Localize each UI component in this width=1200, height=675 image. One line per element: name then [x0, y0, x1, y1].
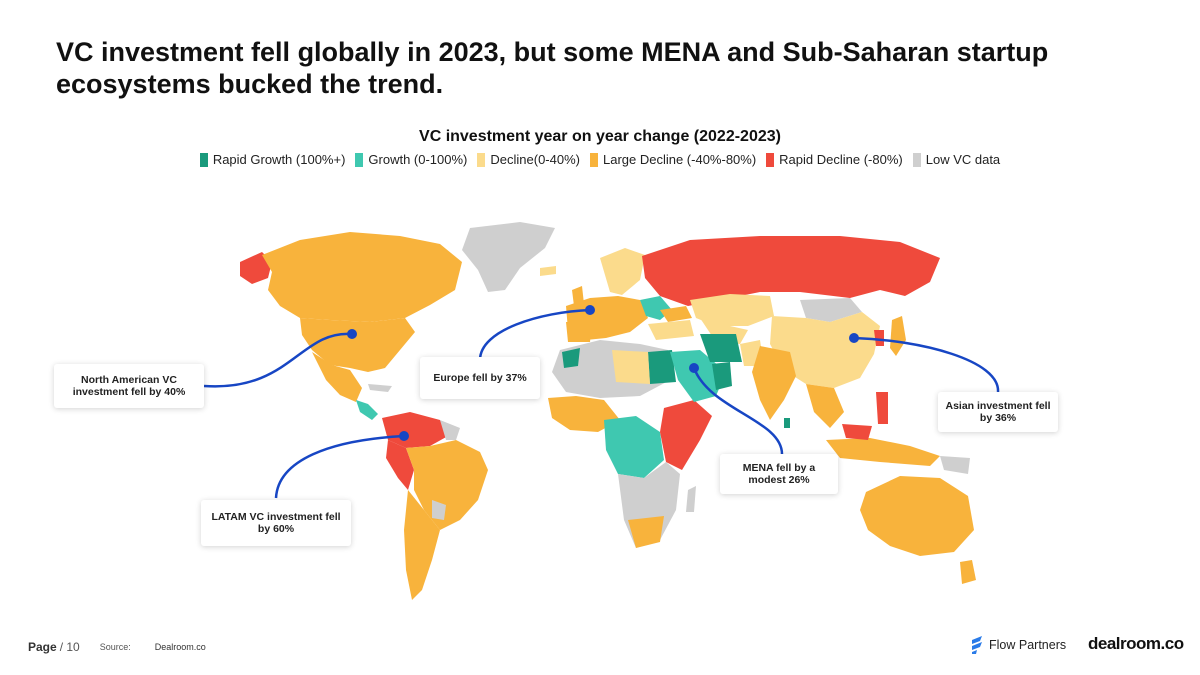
- legend-swatch: [477, 152, 486, 167]
- region-scandinavia: [600, 248, 645, 295]
- marker-north-america: [347, 329, 357, 339]
- legend-label: Rapid Growth (100%+): [212, 152, 346, 167]
- legend-item-rapid-growth: Rapid Growth (100%+): [199, 152, 346, 167]
- callout-latam: LATAM VC investment fell by 60%: [201, 500, 351, 546]
- page-title: VC investment fell globally in 2023, but…: [56, 37, 1049, 99]
- region-paraguay: [432, 500, 446, 520]
- region-alaska: [240, 252, 272, 284]
- region-indonesia: [826, 438, 940, 466]
- legend-item-low-data: Low VC data: [912, 152, 1001, 167]
- region-turkey: [648, 320, 694, 340]
- map-legend: Rapid Growth (100%+) Growth (0-100%) Dec…: [0, 152, 1200, 167]
- region-central-africa: [604, 416, 664, 478]
- region-southern-cone: [404, 490, 440, 600]
- page-number: / 10: [59, 640, 80, 654]
- legend-label: Growth (0-100%): [368, 152, 468, 167]
- region-egypt: [648, 350, 676, 384]
- region-central-america: [356, 400, 378, 420]
- region-caribbean: [368, 384, 392, 392]
- region-ukraine: [660, 306, 692, 322]
- marker-latam: [399, 431, 409, 441]
- dealroom-logo: dealroom.co: [1088, 634, 1184, 653]
- legend-swatch: [766, 152, 775, 167]
- region-morocco: [562, 348, 580, 368]
- region-japan: [890, 316, 906, 356]
- region-west-africa: [548, 396, 620, 432]
- region-madagascar: [686, 486, 696, 512]
- region-greenland: [462, 222, 555, 292]
- legend-item-large-decline: Large Decline (-40%-80%): [589, 152, 757, 167]
- source-label: Source:: [99, 642, 131, 652]
- region-new-zealand: [960, 560, 976, 584]
- source-value: Dealroom.co: [154, 642, 206, 652]
- connector-latam: [274, 434, 405, 499]
- legend-swatch: [912, 152, 921, 167]
- region-libya: [612, 350, 650, 384]
- region-korea: [874, 330, 884, 346]
- legend-item-decline: Decline(0-40%): [477, 152, 580, 167]
- page-label: Page: [28, 640, 57, 654]
- legend-swatch: [355, 152, 364, 167]
- region-brazil: [406, 440, 488, 530]
- region-mongolia: [800, 298, 862, 322]
- region-malaysia: [842, 424, 872, 440]
- legend-item-rapid-decline: Rapid Decline (-80%): [766, 152, 903, 167]
- callout-north-america: North American VC investment fell by 40%: [54, 364, 204, 408]
- region-iceland: [540, 266, 556, 276]
- map-title: VC investment year on year change (2022-…: [419, 128, 781, 145]
- legend-swatch: [199, 152, 208, 167]
- region-usa: [300, 318, 415, 372]
- region-australia: [860, 476, 974, 556]
- region-png: [940, 456, 970, 474]
- region-gulf: [712, 362, 732, 390]
- region-northern-south-america: [382, 412, 448, 448]
- region-guianas: [440, 420, 460, 440]
- legend-label: Rapid Decline (-80%): [779, 152, 903, 167]
- flow-partners-text: Flow Partners: [989, 638, 1067, 652]
- legend-item-growth: Growth (0-100%): [355, 152, 467, 167]
- connector-asia: [853, 336, 1000, 393]
- region-mexico: [312, 352, 362, 402]
- connector-north-america: [203, 332, 353, 388]
- footer: Page / 10 Source: Dealroom.co: [28, 640, 206, 654]
- region-southeast-asia: [806, 384, 844, 428]
- region-iran: [700, 334, 742, 362]
- legend-label: Decline(0-40%): [490, 152, 580, 167]
- callout-europe: Europe fell by 37%: [420, 357, 540, 399]
- flow-partners-logo: Flow Partners: [970, 636, 1066, 654]
- region-east-africa: [660, 400, 712, 470]
- legend-label: Large Decline (-40%-80%): [602, 152, 757, 167]
- region-sri-lanka: [784, 418, 790, 428]
- region-china: [770, 312, 880, 388]
- region-south-africa: [628, 516, 664, 548]
- flow-partners-icon: [972, 636, 982, 654]
- marker-asia: [849, 333, 859, 343]
- connector-mena: [692, 367, 784, 455]
- callout-asia: Asian investment fell by 36%: [938, 392, 1058, 432]
- region-russia: [642, 236, 940, 306]
- marker-europe: [585, 305, 595, 315]
- region-india: [752, 346, 796, 420]
- region-canada: [262, 232, 462, 322]
- region-kazakhstan: [690, 294, 774, 326]
- marker-mena: [689, 363, 699, 373]
- region-peru: [386, 440, 414, 490]
- callout-mena: MENA fell by a modest 26%: [720, 454, 838, 494]
- region-iberia: [566, 322, 592, 342]
- legend-swatch: [589, 152, 598, 167]
- region-philippines: [876, 392, 888, 424]
- connector-europe: [478, 308, 591, 361]
- legend-label: Low VC data: [925, 152, 1001, 167]
